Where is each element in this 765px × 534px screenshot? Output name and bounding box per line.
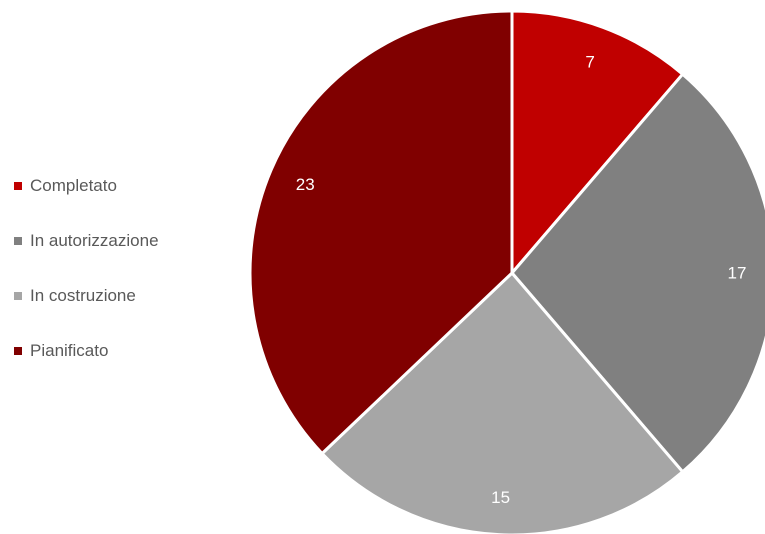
data-label-in-autorizzazione: 17	[728, 264, 747, 283]
pie-slice-completato	[510, 9, 685, 275]
pie-slice-pianificato	[248, 9, 514, 456]
legend-label-completato: Completato	[30, 176, 117, 195]
legend-swatch-pianificato	[14, 347, 22, 355]
pie-slice-in-autorizzazione	[510, 72, 765, 474]
legend-label-in-autorizzazione: In autorizzazione	[30, 231, 159, 250]
data-label-in-costruzione: 15	[491, 488, 510, 507]
chart-legend: Completato In autorizzazione In costruzion…	[14, 172, 159, 392]
legend-item-in-costruzione: In costruzione	[14, 282, 159, 310]
pie-slice-in-costruzione	[320, 271, 685, 534]
legend-item-in-autorizzazione: In autorizzazione	[14, 227, 159, 255]
legend-item-completato: Completato	[14, 172, 159, 200]
legend-label-pianificato: Pianificato	[30, 341, 109, 360]
legend-swatch-in-costruzione	[14, 292, 22, 300]
data-label-completato: 7	[585, 53, 594, 72]
legend-swatch-in-autorizzazione	[14, 237, 22, 245]
data-label-pianificato: 23	[296, 175, 315, 194]
legend-swatch-completato	[14, 182, 22, 190]
pie-data-labels: 7 17 15 23	[296, 53, 747, 508]
legend-label-in-costruzione: In costruzione	[30, 286, 136, 305]
pie-slices	[248, 9, 765, 534]
legend-item-pianificato: Pianificato	[14, 337, 159, 365]
